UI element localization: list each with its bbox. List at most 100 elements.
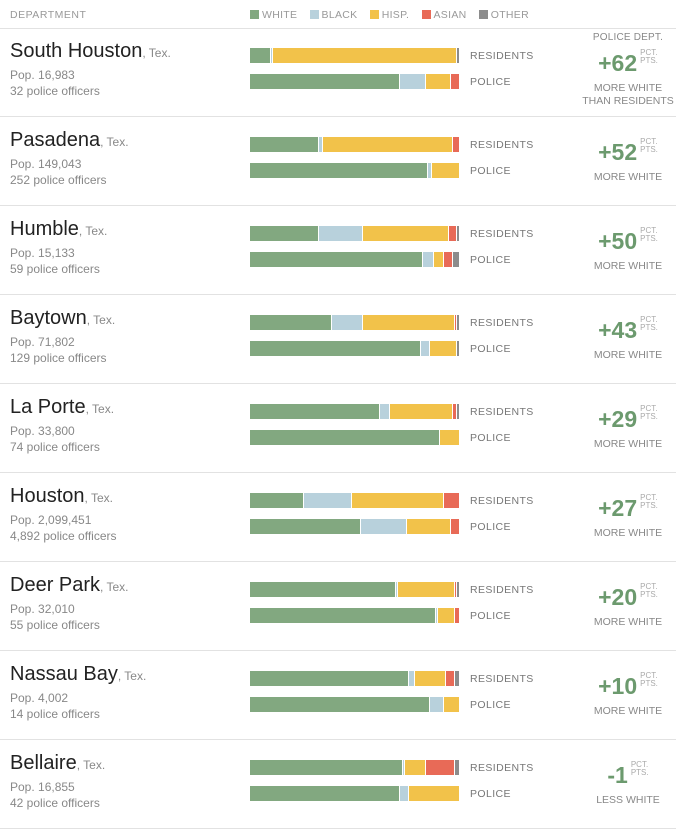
difference-caption: MORE WHITE [593, 616, 663, 628]
difference-number: +29 [598, 406, 638, 432]
city-name: Humble [10, 218, 79, 240]
pasadena-residents-segment-black [318, 137, 324, 152]
difference-number: -1 [607, 762, 628, 788]
difference-unit: PCT. PTS. [640, 494, 658, 510]
unit-pct: PCT. [630, 760, 649, 769]
difference-unit: PCT. PTS. [640, 405, 658, 421]
deer-park-residents-bar [250, 582, 459, 597]
city-name: Deer Park [10, 574, 101, 596]
police-bar-label: POLICE [470, 165, 511, 177]
difference-value: +50 PCT. PTS. [580, 227, 676, 255]
difference-number: +43 [598, 317, 638, 343]
unit-pct: PCT. [640, 671, 658, 680]
south-houston-residents-segment-white [250, 48, 271, 63]
department-row-bellaire: Bellaire, Tex. Pop. 16,855 42 police offic… [0, 740, 676, 829]
la-porte-residents-bar [250, 404, 459, 419]
nassau-bay-residents-segment-hispanic [415, 671, 447, 686]
difference-value: +52 PCT. PTS. [580, 138, 676, 166]
unit-pct: PCT. [640, 315, 658, 324]
legend-item-white: WHITE [250, 9, 297, 21]
pasadena-police-bar [250, 163, 459, 178]
humble-residents-bar [250, 226, 459, 241]
population-text: Pop. 16,855 [10, 780, 75, 794]
officer-count-text: 252 police officers [10, 173, 107, 187]
difference-value: -1 PCT. PTS. [580, 761, 676, 789]
residents-bar-label: RESIDENTS [470, 495, 534, 507]
difference-value: +29 PCT. PTS. [580, 405, 676, 433]
south-houston-residents-bar [250, 48, 459, 63]
houston-police-segment-asian [450, 519, 459, 534]
residents-bar-label: RESIDENTS [470, 584, 534, 596]
chart-header: DEPARTMENT WHITE BLACK HISP. ASIAN OTHER [0, 0, 676, 29]
houston-residents-segment-hispanic [352, 493, 445, 508]
state-name: , Tex. [85, 402, 115, 416]
la-porte-residents-segment-black [379, 404, 391, 419]
police-bar-label: POLICE [470, 254, 511, 266]
houston-residents-segment-white [250, 493, 305, 508]
nassau-bay-police-bar [250, 697, 459, 712]
unit-pct: PCT. [640, 226, 658, 235]
state-name: , Tex. [142, 46, 171, 60]
residents-bar-label: RESIDENTS [470, 139, 534, 151]
city-name: Houston [10, 485, 85, 507]
baytown-police-segment-hispanic [429, 341, 457, 356]
baytown-police-segment-other [456, 341, 459, 356]
bellaire-residents-segment-black [402, 760, 405, 775]
baytown-police-bar [250, 341, 459, 356]
baytown-residents-segment-black [331, 315, 363, 330]
city-label: Deer Park, Tex. [10, 574, 129, 597]
difference-unit: PCT. PTS. [640, 316, 658, 332]
pasadena-residents-segment-hispanic [323, 137, 453, 152]
baytown-residents-segment-white [250, 315, 332, 330]
humble-residents-segment-other [456, 226, 459, 241]
la-porte-police-bar [250, 430, 459, 445]
difference-value: +62 PCT. PTS. [580, 49, 676, 77]
state-name: , Tex. [78, 224, 108, 238]
difference-unit: PCT. PTS. [640, 138, 658, 154]
legend-swatch-other [478, 10, 488, 19]
unit-pct: PCT. [640, 582, 658, 591]
legend-swatch-hispanic [369, 10, 379, 19]
officer-count-text: 32 police officers [10, 84, 100, 98]
unit-pts: PTS. [640, 679, 658, 688]
baytown-police-segment-white [250, 341, 422, 356]
state-name: , Tex. [100, 135, 129, 149]
south-houston-residents-segment-black [270, 48, 273, 63]
population-text: Pop. 33,800 [10, 424, 75, 438]
difference-caption: LESS WHITE [596, 794, 660, 806]
state-name: , Tex. [84, 491, 113, 505]
difference-value: +10 PCT. PTS. [580, 672, 676, 700]
humble-police-segment-hispanic [433, 252, 445, 267]
pasadena-residents-segment-white [250, 137, 319, 152]
baytown-residents-segment-hispanic [362, 315, 455, 330]
bellaire-police-segment-black [400, 786, 409, 801]
humble-residents-segment-black [318, 226, 363, 241]
bellaire-police-segment-hispanic [408, 786, 459, 801]
state-name: , Tex. [86, 313, 116, 327]
difference-value: +20 PCT. PTS. [580, 583, 676, 611]
population-text: Pop. 149,043 [10, 157, 82, 171]
baytown-residents-segment-other [456, 315, 459, 330]
la-porte-police-segment-hispanic [440, 430, 459, 445]
deer-park-residents-segment-hispanic [398, 582, 455, 597]
residents-bar-label: RESIDENTS [470, 406, 534, 418]
la-porte-residents-segment-other [456, 404, 459, 419]
population-text: Pop. 2,099,451 [10, 513, 92, 527]
unit-pts: PTS. [640, 323, 658, 332]
unit-pct: PCT. [640, 493, 658, 502]
bellaire-residents-segment-white [250, 760, 403, 775]
nassau-bay-residents-segment-other [454, 671, 459, 686]
bellaire-residents-segment-other [454, 760, 459, 775]
deer-park-residents-segment-asian [454, 582, 457, 597]
police-bar-label: POLICE [470, 76, 511, 88]
officer-count-text: 42 police officers [10, 796, 100, 810]
deer-park-police-bar [250, 608, 459, 623]
difference-caption: MORE WHITE [593, 82, 663, 94]
difference-unit: PCT. PTS. [640, 227, 658, 243]
difference-unit: PCT. PTS. [631, 761, 649, 777]
difference-caption: MORE WHITE [593, 171, 663, 183]
department-row-la-porte: La Porte, Tex. Pop. 33,800 74 police offic… [0, 384, 676, 473]
difference-caption: MORE WHITE [593, 349, 663, 361]
houston-residents-segment-asian [444, 493, 459, 508]
officer-count-text: 4,892 police officers [10, 529, 117, 543]
